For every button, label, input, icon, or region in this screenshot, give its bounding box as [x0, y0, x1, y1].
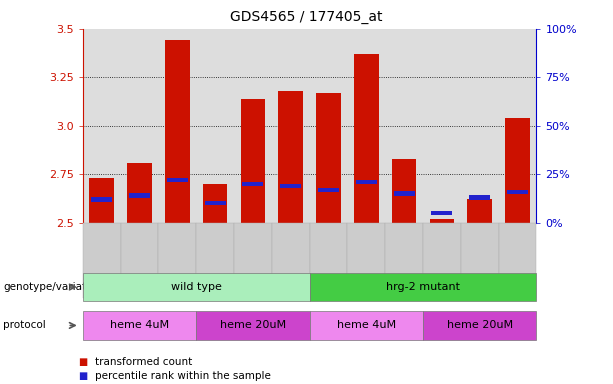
Text: heme 4uM: heme 4uM	[337, 320, 396, 331]
Bar	[318, 188, 339, 192]
Text: transformed count: transformed count	[95, 357, 192, 367]
Bar	[316, 93, 341, 223]
Bar	[165, 40, 189, 223]
Text: heme 4uM: heme 4uM	[110, 320, 169, 331]
Bar	[356, 180, 377, 184]
Text: heme 20uM: heme 20uM	[220, 320, 286, 331]
Bar	[242, 182, 264, 186]
Text: ■: ■	[78, 371, 88, 381]
Bar	[91, 197, 112, 202]
Bar	[205, 201, 226, 205]
Text: genotype/variation: genotype/variation	[3, 282, 102, 292]
Bar	[167, 178, 188, 182]
Bar	[127, 162, 152, 223]
Text: hrg-2 mutant: hrg-2 mutant	[386, 282, 460, 292]
Bar	[469, 195, 490, 200]
Bar	[432, 211, 452, 215]
Text: protocol: protocol	[3, 320, 46, 331]
Bar	[203, 184, 227, 223]
Bar	[240, 99, 265, 223]
Bar	[430, 219, 454, 223]
Text: wild type: wild type	[171, 282, 221, 292]
Bar	[507, 190, 528, 194]
Bar	[89, 178, 114, 223]
Bar	[394, 192, 414, 196]
Bar	[505, 118, 530, 223]
Bar	[129, 194, 150, 198]
Text: heme 20uM: heme 20uM	[447, 320, 512, 331]
Text: ■: ■	[78, 357, 88, 367]
Bar	[278, 91, 303, 223]
Bar	[392, 159, 416, 223]
Bar	[467, 199, 492, 223]
Text: GDS4565 / 177405_at: GDS4565 / 177405_at	[230, 10, 383, 23]
Bar	[354, 54, 379, 223]
Text: percentile rank within the sample: percentile rank within the sample	[95, 371, 271, 381]
Bar	[280, 184, 301, 188]
